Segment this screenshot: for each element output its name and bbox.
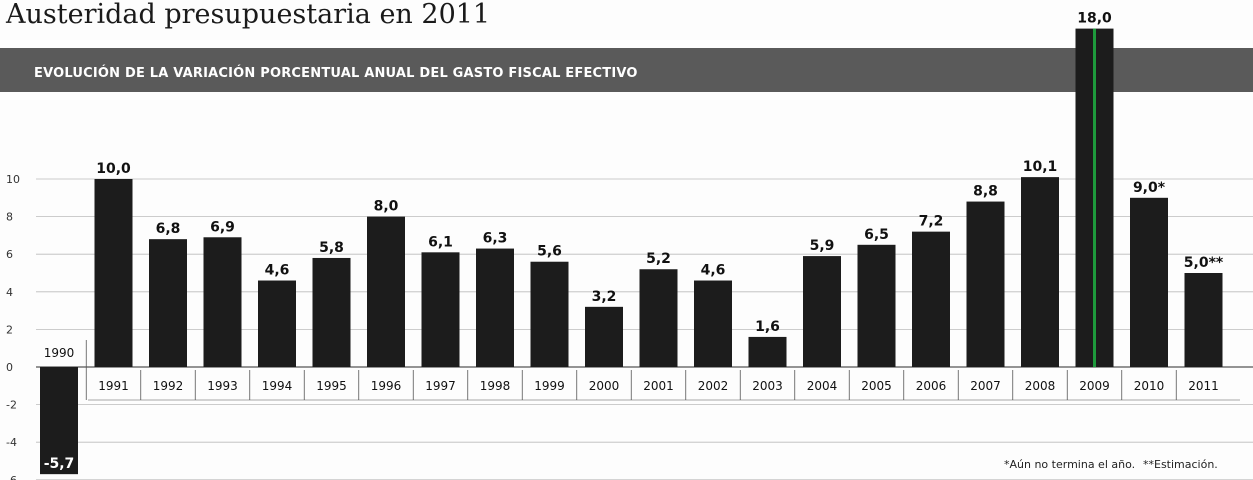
y-tick-label: 8 [6, 211, 13, 224]
bar-highlight [1093, 28, 1096, 367]
value-label: 6,5 [864, 227, 889, 243]
value-label: 5,6 [537, 244, 562, 260]
bar [1021, 177, 1059, 367]
bar [857, 244, 896, 367]
bar [258, 280, 296, 367]
value-label: 6,8 [156, 221, 181, 237]
category-label: 2002 [698, 379, 729, 393]
value-label: 6,3 [483, 231, 508, 247]
category-label: 1994 [262, 379, 293, 393]
value-label: 5,8 [319, 240, 344, 256]
bar [966, 201, 1005, 367]
y-tick-label: 2 [6, 323, 13, 336]
bar [203, 237, 242, 367]
value-label: 9,0* [1133, 180, 1166, 196]
chart-subtitle: EVOLUCIÓN DE LA VARIACIÓN PORCENTUAL ANU… [34, 65, 638, 81]
bar [149, 239, 187, 367]
bar [585, 306, 623, 367]
value-label: 7,2 [919, 214, 944, 230]
value-label: 1,6 [755, 319, 780, 335]
category-label: 2008 [1025, 379, 1056, 393]
footnote-layer: *Aún no termina el año. **Estimación. [1004, 458, 1218, 471]
category-label: 1996 [371, 379, 402, 393]
y-tick-label: -6 [6, 474, 17, 480]
value-label: 6,9 [210, 219, 235, 235]
category-label: 2003 [752, 379, 783, 393]
y-tick-label: 0 [6, 361, 13, 374]
bar [912, 231, 950, 367]
value-label: 6,1 [428, 234, 453, 250]
category-label: 1999 [534, 379, 565, 393]
category-label: 1995 [316, 379, 347, 393]
value-label: 3,2 [592, 289, 617, 305]
category-label: 1992 [153, 379, 184, 393]
category-label: 2007 [970, 379, 1001, 393]
y-tick-label: 10 [6, 173, 20, 186]
value-label: 10,1 [1023, 159, 1058, 175]
category-label: 2011 [1188, 379, 1219, 393]
category-label: 2001 [643, 379, 674, 393]
bar [40, 367, 78, 475]
category-label: 2006 [916, 379, 947, 393]
value-label: -5,7 [44, 456, 75, 472]
category-label: 2009 [1079, 379, 1110, 393]
value-label: 5,2 [646, 251, 671, 267]
y-tick-label: 4 [6, 286, 13, 299]
value-label: 4,6 [701, 263, 726, 279]
bar [803, 256, 841, 367]
y-tick-label: 6 [6, 248, 13, 261]
labels-layer: -6 -4 -2 0 2 4 6 8 10 -5,7 1990 10,0 1991 6,8 1992 6,9 1… [6, 11, 1224, 480]
category-label: 2000 [589, 379, 620, 393]
category-label: 2010 [1134, 379, 1165, 393]
bar [421, 252, 460, 367]
subtitle-band [0, 48, 1253, 92]
bar [694, 280, 732, 367]
footnote-not-finished: *Aún no termina el año. [1004, 458, 1135, 471]
bar [94, 179, 133, 367]
value-label: 8,0 [374, 199, 399, 215]
category-label: 2005 [861, 379, 892, 393]
bar [748, 336, 787, 367]
value-label: 5,0** [1184, 255, 1224, 271]
bar [312, 257, 351, 367]
bars-layer [40, 28, 1223, 475]
bar [1184, 273, 1223, 367]
value-label: 10,0 [96, 161, 131, 177]
category-label: 1990 [44, 346, 75, 360]
category-label: 1998 [480, 379, 511, 393]
value-label: 4,6 [265, 263, 290, 279]
y-tick-label: -2 [6, 399, 17, 412]
category-label: 1993 [207, 379, 238, 393]
bar [367, 216, 405, 367]
y-tick-label: -4 [6, 436, 17, 449]
footnote-estimate: **Estimación. [1143, 458, 1218, 471]
category-label: 1991 [98, 379, 129, 393]
category-label: 2004 [807, 379, 838, 393]
value-label: 5,9 [810, 238, 835, 254]
value-label: 8,8 [973, 184, 998, 200]
bar [1130, 197, 1168, 367]
bar [639, 269, 678, 367]
value-label: 18,0 [1077, 11, 1112, 27]
bar [530, 261, 569, 367]
bar [476, 248, 514, 367]
category-label: 1997 [425, 379, 456, 393]
page-title: Austeridad presupuestaria en 2011 [5, 0, 490, 30]
